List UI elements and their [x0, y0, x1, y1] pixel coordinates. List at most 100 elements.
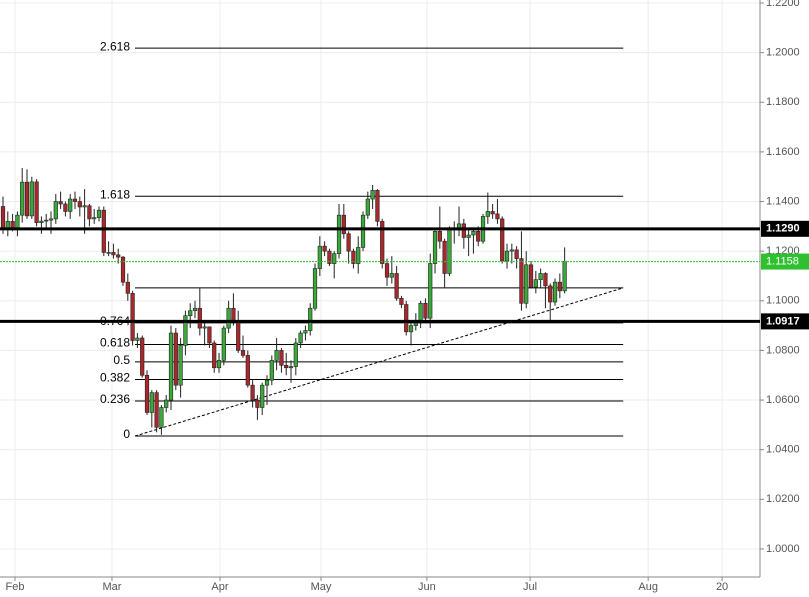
- candle-body: [207, 326, 212, 344]
- y-tick-label: 1.2000: [766, 47, 800, 59]
- candle-body: [308, 307, 313, 331]
- candle-body: [476, 230, 481, 242]
- candle-body: [500, 218, 505, 262]
- candle-body: [125, 281, 130, 294]
- candle-body: [15, 214, 20, 230]
- x-tick-label: May: [311, 581, 332, 593]
- candle-body: [44, 219, 49, 222]
- candle-body: [274, 350, 279, 361]
- level-tag-label: 1.1290: [766, 223, 800, 235]
- candle-body: [87, 205, 92, 220]
- candle-body: [471, 230, 476, 236]
- candle-body: [322, 245, 327, 252]
- candle-body: [154, 392, 159, 428]
- candle-body: [63, 203, 68, 212]
- candle-body: [178, 345, 183, 386]
- candle-body: [240, 350, 246, 356]
- candle-body: [183, 315, 188, 346]
- candle-body: [548, 285, 553, 303]
- candle-body: [29, 181, 34, 217]
- candle-body: [212, 342, 217, 369]
- fib-label: 0.382: [100, 371, 130, 385]
- candle-body: [293, 342, 298, 367]
- y-tick-label: 1.1200: [766, 245, 800, 257]
- candle-body: [82, 205, 87, 208]
- candle-body: [341, 214, 346, 235]
- candle-body: [312, 268, 318, 309]
- candle-body: [149, 392, 154, 413]
- candle-body: [279, 350, 284, 366]
- candle-body: [384, 263, 390, 278]
- candle-body: [399, 298, 404, 305]
- candle-body: [264, 379, 270, 386]
- candle-body: [48, 218, 54, 221]
- candle-body: [77, 201, 82, 208]
- candle-body: [557, 281, 562, 292]
- y-tick-label: 1.1400: [766, 195, 800, 207]
- candle-body: [298, 332, 303, 344]
- candle-body: [495, 213, 500, 220]
- candle-body: [188, 310, 193, 316]
- candle-body: [0, 206, 6, 230]
- candle-body: [466, 234, 471, 238]
- candle-body: [389, 273, 394, 278]
- candle-body: [509, 249, 514, 252]
- trend-line: [134, 287, 624, 437]
- x-tick-label: Feb: [6, 581, 25, 593]
- candle-body: [192, 307, 198, 312]
- candle-body: [250, 384, 255, 401]
- candle-body: [53, 201, 58, 220]
- candle-body: [375, 190, 380, 222]
- candle-body: [34, 181, 39, 223]
- candle-body: [269, 360, 274, 381]
- candle-body: [20, 181, 25, 216]
- candle-body: [24, 181, 30, 217]
- y-tick-label: 1.0800: [766, 344, 800, 356]
- candle-body: [39, 220, 44, 223]
- current-price-tag: [761, 253, 809, 270]
- candle-body: [413, 322, 418, 326]
- level-tag-label: 1.0917: [766, 315, 800, 327]
- candle-body: [159, 407, 164, 428]
- y-tick-label: 1.0000: [766, 543, 800, 555]
- candle-body: [168, 332, 174, 401]
- candle-body: [221, 327, 226, 361]
- y-tick-label: 1.0400: [766, 444, 800, 456]
- candle-body: [447, 228, 452, 274]
- candle-body: [288, 366, 294, 369]
- y-tick-label: 1.2200: [766, 0, 800, 9]
- candle-body: [72, 198, 78, 202]
- candle-body: [423, 302, 428, 319]
- candle-body: [543, 273, 548, 287]
- candle-body: [236, 320, 241, 351]
- candle-body: [562, 261, 567, 292]
- x-tick-label: Apr: [211, 581, 228, 593]
- fib-label: 0.236: [100, 392, 130, 406]
- candle-body: [514, 249, 519, 259]
- candle-body: [437, 230, 442, 242]
- x-tick-label: Jun: [418, 581, 436, 593]
- y-tick-label: 1.0200: [766, 493, 800, 505]
- candle-body: [519, 258, 524, 304]
- fib-label: 0.5: [113, 353, 130, 367]
- candle-body: [332, 253, 337, 264]
- y-tick-label: 1.1800: [766, 96, 800, 108]
- fib-label: 0.618: [100, 336, 130, 350]
- candle-body: [351, 250, 356, 264]
- candle-body: [538, 273, 543, 280]
- candle-body: [120, 256, 126, 283]
- x-tick-label: Jul: [523, 581, 537, 593]
- y-tick-label: 1.0600: [766, 394, 800, 406]
- candle-body: [106, 252, 111, 254]
- candle-body: [111, 252, 116, 256]
- candle-body: [245, 355, 250, 386]
- level-tag: [761, 313, 809, 330]
- candle-body: [173, 332, 178, 386]
- candle-body: [317, 245, 322, 269]
- candle-body: [442, 240, 447, 274]
- candle-body: [380, 221, 385, 264]
- x-tick-label: Aug: [638, 581, 658, 593]
- fib-label: 2.618: [100, 39, 130, 53]
